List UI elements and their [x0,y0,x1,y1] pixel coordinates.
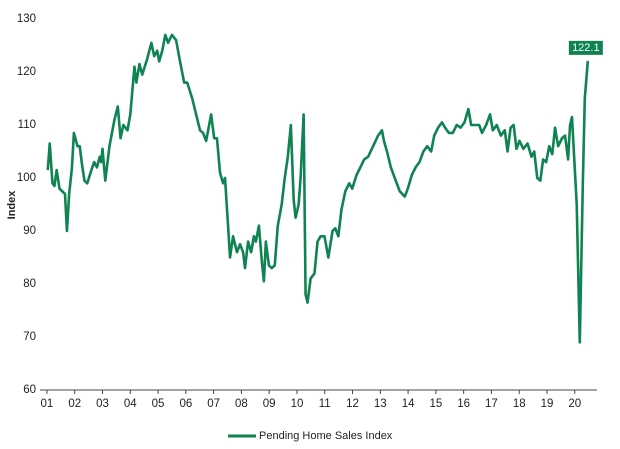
end-value-label: 122.1 [568,40,603,55]
line [46,33,590,344]
x-tick-label: 20 [568,398,581,410]
x-tick-label: 09 [263,398,276,410]
x-tick-label: 18 [513,398,526,410]
y-tick-label: 60 [23,384,36,396]
y-tick-label: 90 [23,225,36,237]
x-tick-label: 14 [402,398,415,410]
y-tick-label: 80 [23,278,36,290]
x-tick-label: 04 [124,398,137,410]
x-tick-label: 03 [96,398,109,410]
x-tick-label: 17 [485,398,498,410]
x-tick-label: 10 [291,398,304,410]
x-tick-label: 06 [179,398,192,410]
legend-label: Pending Home Sales Index [259,430,393,442]
y-tick-label: 120 [17,66,36,78]
x-tick-label: 19 [541,398,554,410]
end-value-text: 122.1 [572,42,600,54]
x-tick-label: 16 [457,398,470,410]
x-tick-label: 08 [235,398,248,410]
x-tick-label: 07 [207,398,220,410]
y-tick-label: 130 [17,13,36,25]
x-tick-label: 15 [429,398,442,410]
x-tick-label: 05 [152,398,165,410]
x-tick-label: 13 [374,398,387,410]
y-tick-label: 110 [18,119,36,131]
x-tick-label: 12 [346,398,359,410]
y-tick-label: 100 [17,172,36,184]
y-axis-title: Index [6,190,18,220]
x-tick-label: 11 [319,398,331,410]
label-box [568,40,603,55]
x-tick-label: 01 [41,398,54,410]
x-tick-label: 02 [68,398,81,410]
y-tick-label: 70 [23,331,36,343]
